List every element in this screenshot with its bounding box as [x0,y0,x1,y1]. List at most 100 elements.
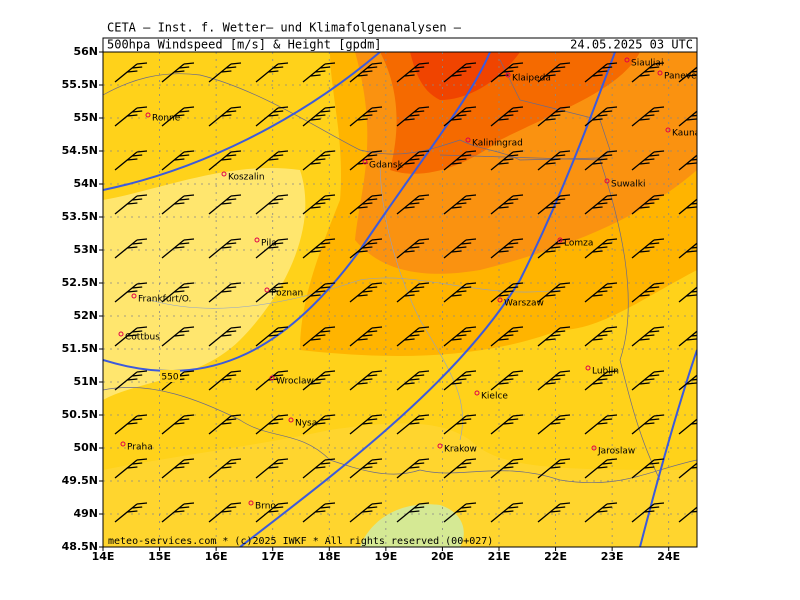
wind-barb [114,282,148,303]
wind-barb [443,502,477,523]
wind-barb [208,106,242,127]
city-marker [437,443,443,449]
x-tick-label: 14E [92,550,115,563]
wind-barb [349,414,383,435]
city-marker [269,375,275,381]
wind-barb [584,326,618,347]
wind-barb [255,326,289,347]
footer: meteo-services.com * (c)2025 IWKF * All … [108,536,493,547]
wind-barb [443,238,477,259]
wind-barb [302,370,336,391]
wind-barb [490,150,524,171]
wind-barb [208,282,242,303]
wind-barb [349,150,383,171]
wind-barb [443,326,477,347]
wind-barb [349,326,383,347]
wind-barb [114,414,148,435]
wind-barb [114,62,148,83]
city-label: Ronne [152,114,181,124]
field-gold [103,400,449,547]
wind-barb [255,194,289,215]
city-label: Kaliningrad [472,139,523,149]
city-label: Lomza [564,239,593,249]
y-tick-label: 50.5N [62,408,98,421]
wind-barb [490,414,524,435]
field-pale [103,423,697,547]
y-tick-label: 51N [73,375,98,388]
wind-barb [396,62,430,83]
city-label: Kielce [481,392,508,402]
wind-barb [255,458,289,479]
y-tick-label: 55.5N [62,78,98,91]
wind-barbs [114,62,697,523]
wind-barb [161,458,195,479]
city-label: Wroclaw [276,377,314,387]
wind-barb [584,370,618,391]
city-marker [254,237,260,243]
grid [103,52,697,547]
city-marker [120,441,126,447]
city-label: Gdansk [369,161,404,171]
wind-barb [114,370,148,391]
city-label: Krakow [444,445,477,455]
wind-barb [255,414,289,435]
wind-barb [443,194,477,215]
x-tick-label: 22E [544,550,567,563]
wind-barb [584,194,618,215]
wind-barb [114,326,148,347]
wind-barb [161,282,195,303]
cities: Ronne Koszalin Gdansk Kaliningrad Klaipeda Si… [118,57,712,512]
wind-barb [537,502,571,523]
wind-barb [302,414,336,435]
wind-barb [537,326,571,347]
wind-barb [114,458,148,479]
city-label: Panevezys [664,72,712,82]
wind-barb [584,62,618,83]
wind-barb [349,62,383,83]
y-tick-label: 54N [73,177,98,190]
wind-barb [490,106,524,127]
wind-barb [678,330,697,347]
wind-barb [349,282,383,303]
wind-barb [584,150,618,171]
wind-barb [255,106,289,127]
y-tick-label: 51.5N [62,342,98,355]
city-marker [505,72,511,78]
city-label: Klaipeda [512,74,551,84]
wind-barb [631,502,665,523]
wind-barb [584,238,618,259]
wind-barb [396,414,430,435]
y-tick-label: 53.5N [62,210,98,223]
wind-barb [302,106,336,127]
wind-barb [584,106,618,127]
wind-barb [537,370,571,391]
wind-barb [443,106,477,127]
wind-barb [490,282,524,303]
wind-barb [255,150,289,171]
wind-barb [208,458,242,479]
wind-barb [490,458,524,479]
wind-barb [678,66,697,83]
wind-barb [678,154,697,171]
wind-barb [396,458,430,479]
wind-barb [584,502,618,523]
city-marker [221,171,227,177]
wind-barb [161,62,195,83]
wind-barb [161,502,195,523]
wind-barb [349,370,383,391]
city-marker [665,127,671,133]
wind-barb [631,282,665,303]
city-marker [497,297,503,303]
city-label: Pila [261,239,277,249]
wind-barb [208,62,242,83]
y-tick-label: 52.5N [62,276,98,289]
x-tick-label: 20E [431,550,454,563]
wind-barb [490,194,524,215]
city-label: Poznan [271,289,303,299]
city-label: Suwalki [611,180,646,190]
wind-barb [255,370,289,391]
contour-label-bg [160,370,180,382]
wind-barb [302,458,336,479]
city-marker [465,137,471,143]
wind-barb [396,106,430,127]
